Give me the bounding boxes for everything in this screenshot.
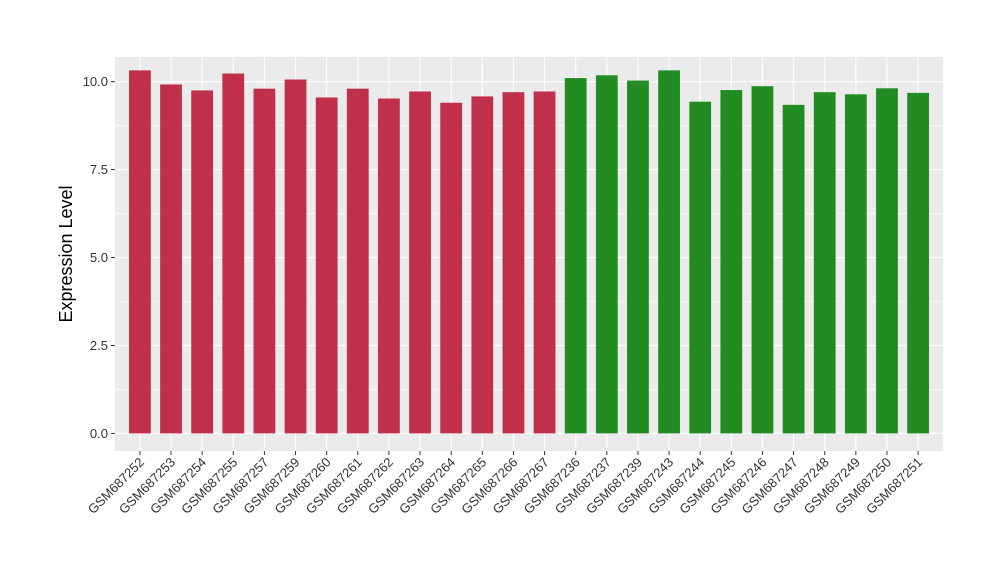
y-tick-label: 7.5 [90, 162, 108, 177]
plot-panel [115, 57, 943, 451]
bars [129, 70, 929, 434]
bar-GSM687263 [409, 91, 431, 434]
bar-GSM687266 [502, 92, 525, 434]
y-axis-ticks: 0.0 2.5 5.0 7.5 10.0 [83, 74, 115, 441]
bar-GSM687257 [253, 88, 276, 434]
y-tick-label: 10.0 [83, 74, 108, 89]
bar-GSM687250 [876, 88, 898, 434]
bar-GSM687236 [564, 78, 587, 434]
bar-GSM687261 [346, 88, 369, 434]
bar-GSM687244 [689, 101, 712, 434]
bar-GSM687237 [595, 75, 618, 434]
bar-GSM687248 [813, 92, 836, 434]
bar-GSM687262 [378, 98, 400, 434]
bar-GSM687260 [315, 97, 338, 434]
y-tick-label: 0.0 [90, 426, 108, 441]
bar-GSM687252 [129, 70, 151, 434]
bar-GSM687264 [440, 102, 463, 434]
bar-GSM687246 [751, 86, 774, 434]
y-tick-label: 2.5 [90, 338, 108, 353]
bar-GSM687259 [284, 79, 307, 434]
bar-GSM687265 [471, 96, 494, 434]
bar-GSM687245 [720, 90, 743, 434]
bar-GSM687251 [907, 92, 929, 434]
bar-GSM687253 [160, 84, 182, 434]
bar-GSM687254 [191, 90, 214, 434]
x-axis-ticks: GSM687252GSM687253GSM687254GSM687255GSM6… [85, 451, 925, 517]
bar-GSM687243 [658, 70, 680, 434]
bar-GSM687249 [844, 94, 867, 434]
bar-GSM687239 [627, 80, 649, 434]
y-axis-title: Expression Level [56, 185, 76, 322]
bar-GSM687267 [533, 91, 556, 434]
bar-GSM687255 [222, 73, 245, 434]
bar-GSM687247 [782, 104, 805, 434]
y-tick-label: 5.0 [90, 250, 108, 265]
